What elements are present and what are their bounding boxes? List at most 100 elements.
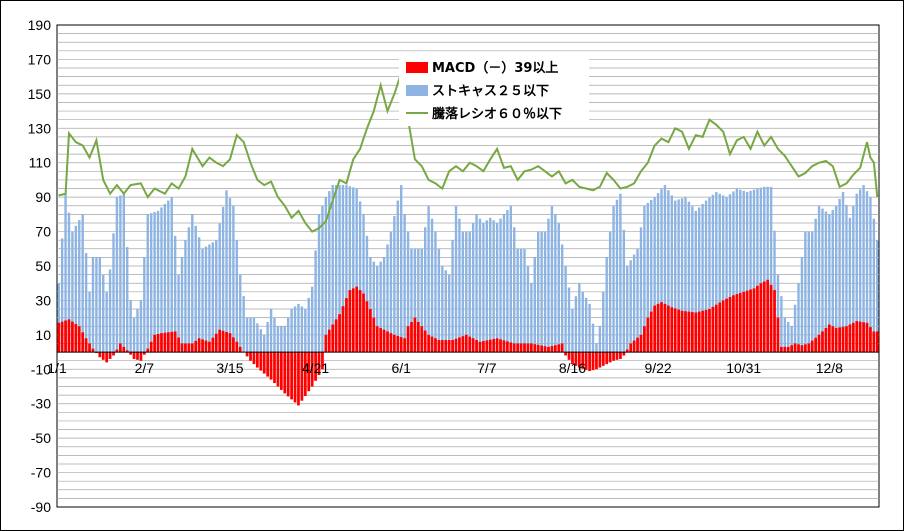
macd-bar [235,341,239,353]
macd-bar [403,338,407,353]
stochastics-bar [763,186,766,353]
macd-bar [509,342,513,353]
stochastics-bar [749,190,752,353]
stochastics-bar [218,223,221,353]
stochastics-bar [756,188,759,353]
stochastics-bar [701,204,704,353]
stochastics-bar [64,193,67,353]
macd-bar [317,352,321,376]
stochastics-bar [369,257,372,353]
stochastics-bar [643,205,646,353]
macd-bar [817,334,821,353]
stochastics-bar [482,222,485,353]
x-tick-label: 6/1 [391,360,411,376]
macd-bar [112,352,115,356]
stochastics-bar [554,214,557,353]
macd-bar [338,314,341,353]
stochastics-bar [95,257,98,353]
macd-bar [670,307,674,353]
stochastics-bar [119,195,122,353]
stochastics-bar [872,218,876,353]
stochastics-bar [249,317,252,353]
macd-bar [516,343,520,353]
macd-bar [488,339,492,353]
stochastics-bar [393,216,396,353]
macd-bar [173,331,177,353]
x-tick-label: 4/21 [302,360,329,376]
legend: MACD（－）39以上 ストキャス２５以下 騰落レシオ６０％以下 [399,56,589,126]
macd-bar [684,311,687,353]
stochastics-bar [571,309,574,353]
stochastics-bar [441,266,444,353]
macd-bar [858,321,862,353]
stochastics-bar [396,200,399,353]
stochastics-bar [667,190,670,353]
macd-bar [334,319,338,353]
stochastics-bar [112,233,115,353]
macd-bar [821,331,824,353]
macd-bar [862,322,865,353]
stochastics-bar [372,261,376,353]
macd-bar [471,338,475,353]
stochastics-bar [502,214,506,353]
macd-bar [694,312,698,353]
macd-bar [98,352,102,358]
y-tick-label: -50 [31,430,51,446]
macd-bar [276,352,280,387]
macd-bar [74,323,78,353]
stochastics-bar [91,257,95,353]
stochastics-bar [550,205,554,353]
y-tick-label: 170 [28,51,52,67]
macd-bar [814,337,818,353]
y-tick-label: 10 [35,327,51,343]
macd-bar [365,301,369,353]
stochastics-bar [139,300,143,353]
macd-bar [122,346,126,353]
macd-bar [708,309,711,353]
macd-bar [245,352,249,357]
stochastics-bar [787,321,790,353]
macd-bar [307,352,311,392]
macd-bar [266,352,270,377]
stochastics-bar [540,231,543,353]
macd-bar [697,311,701,353]
macd-bar [605,352,609,365]
macd-bar [512,343,516,353]
stochastics-bar [739,189,742,353]
macd-bar [851,322,855,353]
macd-bar [601,352,605,366]
macd-bar [81,332,85,353]
macd-bar [331,324,335,353]
macd-bar [632,340,636,353]
stochastics-bar [807,231,810,353]
stochastics-bar [156,210,160,353]
stochastics-bar [834,205,838,353]
macd-bar [389,333,393,353]
macd-bar [519,343,523,353]
stochastics-bar [841,191,845,353]
macd-bar [303,352,307,396]
macd-bar [399,337,403,353]
macd-bar [187,343,191,353]
macd-bar [255,352,259,368]
macd-bar [769,284,773,353]
macd-bar [790,345,794,353]
stochastics-bar [122,193,125,353]
stochastics-bar [242,296,245,353]
macd-bar [475,340,478,353]
macd-bar [201,339,204,353]
stochastics-bar [547,218,550,353]
macd-bar [560,343,564,353]
stochastics-bar [252,317,256,353]
stochastics-bar [584,297,588,353]
macd-bar [656,303,660,353]
stochastics-bar [588,303,591,353]
stochastics-bar [211,242,215,353]
stochastics-bar [646,202,650,353]
stochastics-bar [423,227,427,353]
macd-bar [413,317,417,353]
stochastics-bar [149,213,153,353]
stochastics-bar [694,210,697,353]
macd-bar [77,326,81,353]
macd-bar [382,329,386,353]
